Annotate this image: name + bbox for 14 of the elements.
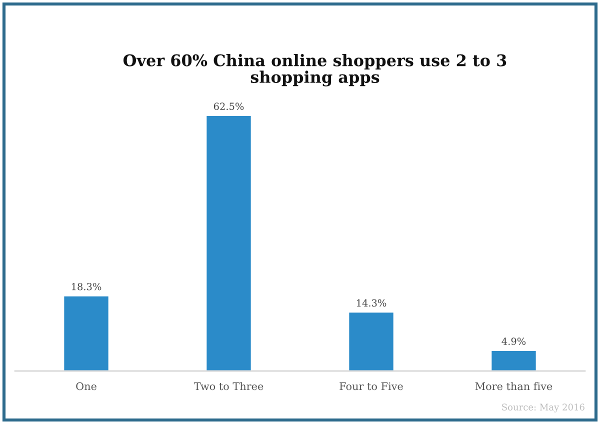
bar xyxy=(349,312,394,371)
x-tick-label: Four to Five xyxy=(340,382,403,390)
x-tick-label: One xyxy=(76,382,96,390)
data-label: 4.9% xyxy=(502,338,526,345)
data-label: 62.5% xyxy=(214,102,244,110)
x-tick-label: Two to Three xyxy=(194,382,264,390)
bar xyxy=(492,351,536,371)
x-tick-label: More than five xyxy=(475,382,552,390)
data-label: 18.3% xyxy=(72,282,102,290)
chart-title: Over 60% China online shoppers use 2 to 3 shopping apps xyxy=(123,54,506,86)
bar xyxy=(206,116,251,371)
bar xyxy=(64,296,108,371)
data-label: 14.3% xyxy=(356,299,386,307)
source-note: Source: May 2016 xyxy=(502,404,584,412)
